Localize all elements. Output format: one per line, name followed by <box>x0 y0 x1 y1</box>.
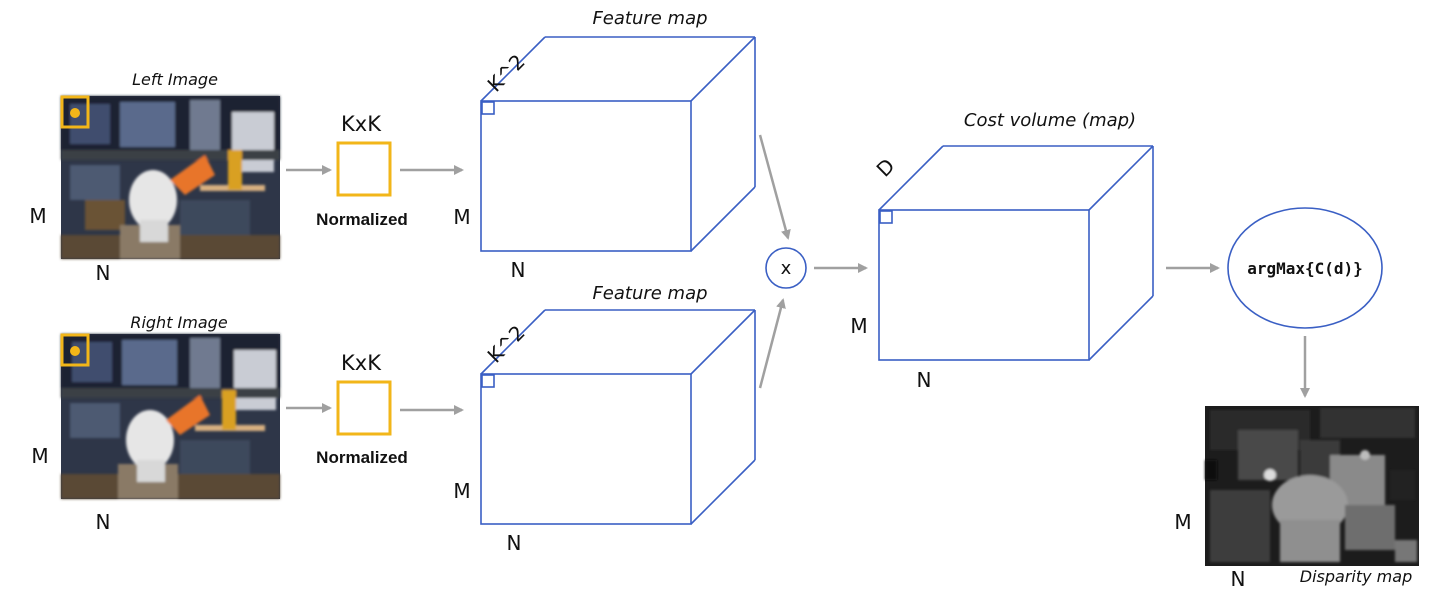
left-kernel-marker <box>60 95 90 129</box>
right-image-dim-m: M <box>31 444 48 468</box>
disparity-dim-m: M <box>1174 510 1191 534</box>
right-image-title: Right Image <box>130 313 227 332</box>
feature-map-bottom-dim-n: N <box>507 531 522 555</box>
right-image-photo <box>60 333 280 499</box>
arrow-feature-top-to-multiply <box>758 134 791 240</box>
feature-map-top-depth: K^2 <box>483 49 530 96</box>
multiply-node <box>765 247 807 289</box>
feature-map-bottom-title: Feature map <box>592 283 707 304</box>
kernel-top-label: KxK <box>341 112 382 136</box>
right-kernel-marker <box>60 333 90 367</box>
argmax-node <box>1227 207 1383 329</box>
argmax-label: argMax{C(d)} <box>1247 259 1363 278</box>
left-image-title: Left Image <box>132 70 218 89</box>
kernel-top-caption: Normalized <box>316 210 408 229</box>
right-image-dim-n: N <box>96 510 111 534</box>
feature-map-bottom-cube <box>480 309 756 525</box>
cost-volume-dim-n: N <box>917 368 932 392</box>
left-image-dim-m: M <box>29 204 46 228</box>
cost-volume-cube <box>878 145 1154 361</box>
cost-volume-dim-m: M <box>850 314 867 338</box>
kernel-top-box <box>336 141 392 197</box>
feature-map-top-dim-n: N <box>511 258 526 282</box>
left-image-dim-n: N <box>96 261 111 285</box>
kernel-bottom-caption: Normalized <box>316 448 408 467</box>
feature-map-bottom-depth: K^2 <box>483 320 530 367</box>
feature-map-top-cube <box>480 36 756 252</box>
kernel-bottom-label: KxK <box>341 351 382 375</box>
feature-map-top-title: Feature map <box>592 8 707 29</box>
disparity-dim-n: N <box>1231 567 1246 591</box>
left-image-photo <box>60 95 280 259</box>
feature-map-top-dim-m: M <box>453 205 470 229</box>
cost-volume-depth: D <box>872 154 900 182</box>
kernel-bottom-box <box>336 380 392 436</box>
arrow-feature-bottom-to-multiply <box>758 298 786 389</box>
cost-volume-title: Cost volume (map) <box>964 110 1136 131</box>
feature-map-bottom-dim-m: M <box>453 479 470 503</box>
multiply-symbol: x <box>781 258 792 279</box>
disparity-title: Disparity map <box>1300 567 1412 586</box>
disparity-map-image <box>1205 406 1419 566</box>
